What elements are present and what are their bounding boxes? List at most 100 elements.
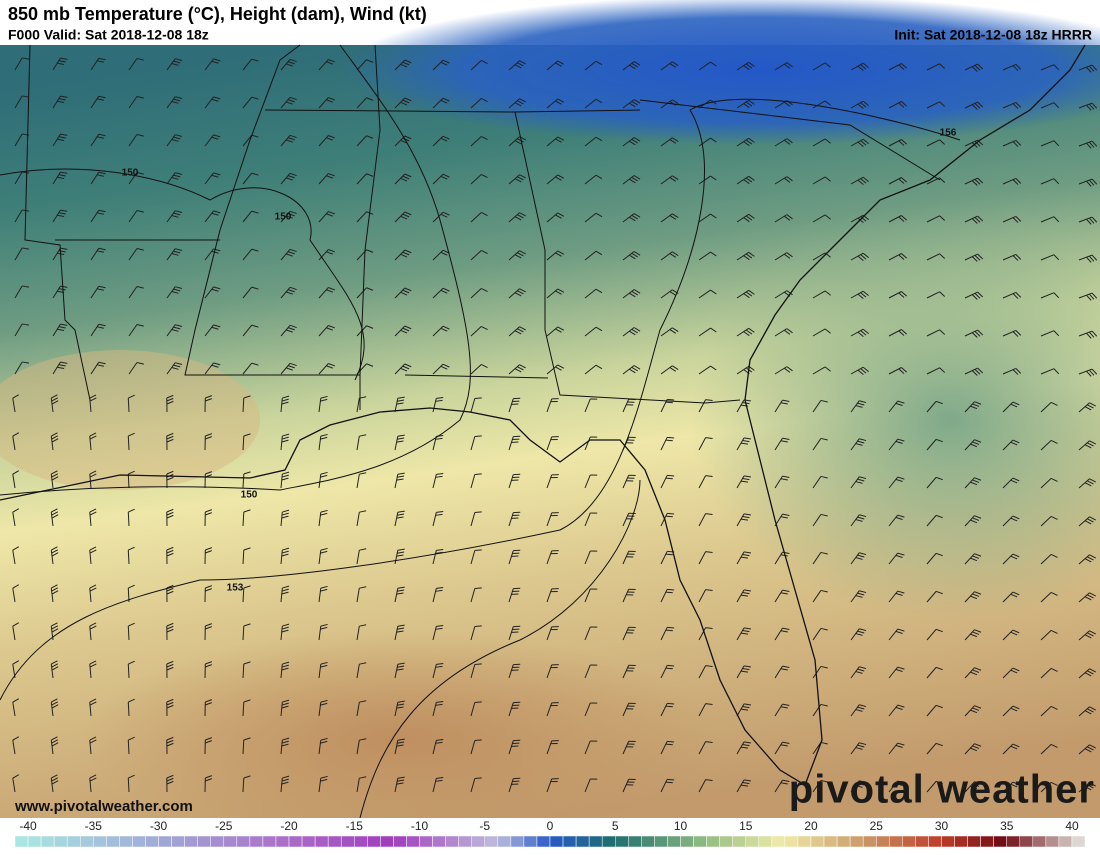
- colorbar-cell: [589, 836, 602, 847]
- colorbar-cell: [615, 836, 628, 847]
- colorbar-cell: [315, 836, 328, 847]
- colorbar-cell: [328, 836, 341, 847]
- colorbar-cell: [1033, 836, 1046, 847]
- colorbar-cell: [876, 836, 889, 847]
- colorbar-cell: [41, 836, 54, 847]
- barb-feather: [666, 668, 673, 669]
- colorbar-cell: [955, 836, 968, 847]
- colorbar-cell: [785, 836, 798, 847]
- colorbar-tick-label: -25: [215, 819, 233, 833]
- colorbar-tick-label: -5: [479, 819, 490, 833]
- barb-feather: [666, 706, 673, 707]
- colorbar-cell: [211, 836, 224, 847]
- colorbar-cell: [746, 836, 759, 847]
- colorbar-cell: [941, 836, 954, 847]
- colorbar-cell: [132, 836, 145, 847]
- barb-feather: [475, 588, 482, 589]
- colorbar-cell: [67, 836, 80, 847]
- colorbar-cell: [837, 836, 850, 847]
- colorbar-cell: [159, 836, 172, 847]
- colorbar-cell: [433, 836, 446, 847]
- contour-label: 156: [940, 128, 957, 139]
- colorbar-cell: [889, 836, 902, 847]
- colorbar-cell: [550, 836, 563, 847]
- colorbar-cell: [902, 836, 915, 847]
- colorbar-cell: [406, 836, 419, 847]
- colorbar-cell: [1020, 836, 1033, 847]
- colorbar-cell: [1046, 836, 1059, 847]
- colorbar-cell: [811, 836, 824, 847]
- colorbar-cell: [654, 836, 667, 847]
- colorbar-cell: [537, 836, 550, 847]
- colorbar-cell: [850, 836, 863, 847]
- colorbar-tick-label: 20: [804, 819, 818, 833]
- colorbar-cell: [446, 836, 459, 847]
- colorbar-cell: [576, 836, 589, 847]
- colorbar-cell: [498, 836, 511, 847]
- colorbar-cell: [185, 836, 198, 847]
- logo: pivotal weather: [789, 768, 1095, 812]
- colorbar-cell: [263, 836, 276, 847]
- colorbar-cell: [367, 836, 380, 847]
- colorbar-tick-label: 10: [674, 819, 688, 833]
- colorbar-cell: [106, 836, 119, 847]
- colorbar-tick-label: -30: [150, 819, 168, 833]
- colorbar-cell: [393, 836, 406, 847]
- colorbar-cell: [354, 836, 367, 847]
- colorbar-cell: [459, 836, 472, 847]
- contour-label: 150: [122, 168, 139, 179]
- colorbar-cell: [981, 836, 994, 847]
- colorbar-cell: [680, 836, 693, 847]
- barb-feather: [475, 664, 482, 665]
- init-time: Init: Sat 2018-12-08 18z HRRR: [894, 27, 1092, 43]
- barb-feather: [666, 554, 673, 555]
- colorbar-cell: [289, 836, 302, 847]
- colorbar-tick-label: 5: [612, 819, 619, 833]
- barb-feather: [667, 589, 674, 590]
- colorbar-cell: [928, 836, 941, 847]
- barb-feather: [667, 665, 674, 666]
- barb-feather: [667, 437, 674, 438]
- colorbar-cell: [915, 836, 928, 847]
- colorbar-tick-label: 15: [739, 819, 753, 833]
- colorbar-tick-label: -35: [85, 819, 103, 833]
- barb-feather: [667, 741, 674, 742]
- colorbar-cell: [628, 836, 641, 847]
- colorbar-cell: [824, 836, 837, 847]
- barb-feather: [666, 782, 673, 783]
- colorbar-cell: [172, 836, 185, 847]
- barb-feather: [666, 516, 673, 517]
- colorbar-cell: [380, 836, 393, 847]
- colorbar-cell: [720, 836, 733, 847]
- colorbar-tick-label: -10: [411, 819, 429, 833]
- map-title: 850 mb Temperature (°C), Height (dam), W…: [8, 4, 427, 24]
- barb-feather: [666, 592, 673, 593]
- colorbar-cell: [968, 836, 981, 847]
- barb-feather: [475, 398, 482, 399]
- contour-label: 153: [227, 583, 244, 594]
- contour-label: 150: [241, 490, 258, 501]
- barb-feather: [667, 779, 674, 780]
- colorbar-tick-label: 35: [1000, 819, 1014, 833]
- colorbar-cell: [1059, 836, 1072, 847]
- colorbar-cell: [119, 836, 132, 847]
- colorbar-cell: [641, 836, 654, 847]
- colorbar-tick-label: -40: [19, 819, 37, 833]
- barb-feather: [475, 778, 482, 779]
- colorbar-cell: [15, 836, 28, 847]
- barb-feather: [666, 440, 673, 441]
- colorbar-cell: [472, 836, 485, 847]
- colorbar-cell: [863, 836, 876, 847]
- colorbar-cell: [772, 836, 785, 847]
- colorbar-cell: [250, 836, 263, 847]
- colorbar-cell: [237, 836, 250, 847]
- colorbar-cell: [485, 836, 498, 847]
- contour-label: 150: [275, 212, 292, 223]
- colorbar-cell: [80, 836, 93, 847]
- valid-time: F000 Valid: Sat 2018-12-08 18z: [8, 27, 209, 43]
- colorbar-cell: [707, 836, 720, 847]
- colorbar-tick-label: -15: [346, 819, 364, 833]
- barb-feather: [475, 740, 482, 741]
